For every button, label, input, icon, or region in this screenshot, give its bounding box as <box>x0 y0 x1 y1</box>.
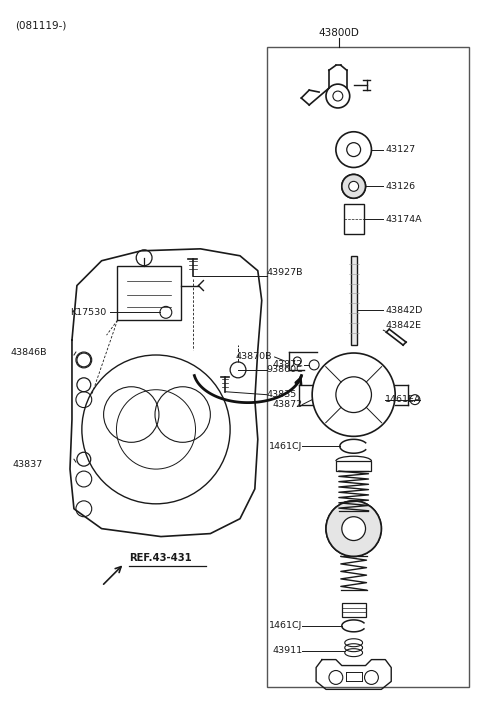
Text: 1461CJ: 1461CJ <box>269 621 302 630</box>
Text: 43842E: 43842E <box>385 321 421 329</box>
Text: 43927B: 43927B <box>267 268 303 277</box>
Text: 43835: 43835 <box>267 391 297 399</box>
Text: 43911: 43911 <box>272 646 302 655</box>
Circle shape <box>342 175 366 198</box>
Text: 43174A: 43174A <box>385 214 422 224</box>
Text: 1461CJ: 1461CJ <box>269 442 302 451</box>
Text: 93860C: 93860C <box>267 366 303 374</box>
Text: 43870B: 43870B <box>235 352 272 361</box>
Text: 43126: 43126 <box>385 182 415 191</box>
Text: 43842D: 43842D <box>385 306 423 315</box>
Bar <box>336 462 372 471</box>
Text: 43872: 43872 <box>272 400 302 409</box>
Text: 43800D: 43800D <box>318 28 360 38</box>
Bar <box>342 603 366 617</box>
Text: REF.43-431: REF.43-431 <box>129 553 192 564</box>
Text: 43127: 43127 <box>385 145 415 154</box>
Text: 43846B: 43846B <box>11 347 47 356</box>
Text: K17530: K17530 <box>70 308 107 317</box>
Circle shape <box>326 501 381 557</box>
Bar <box>267 48 469 687</box>
Bar <box>344 204 363 234</box>
Text: (081119-): (081119-) <box>14 21 66 31</box>
Text: 1461EA: 1461EA <box>385 395 421 404</box>
Bar <box>118 266 180 320</box>
Bar <box>351 256 357 345</box>
Text: 43872: 43872 <box>272 361 302 369</box>
Text: 43837: 43837 <box>12 459 43 469</box>
Circle shape <box>342 517 366 540</box>
Circle shape <box>349 181 359 191</box>
